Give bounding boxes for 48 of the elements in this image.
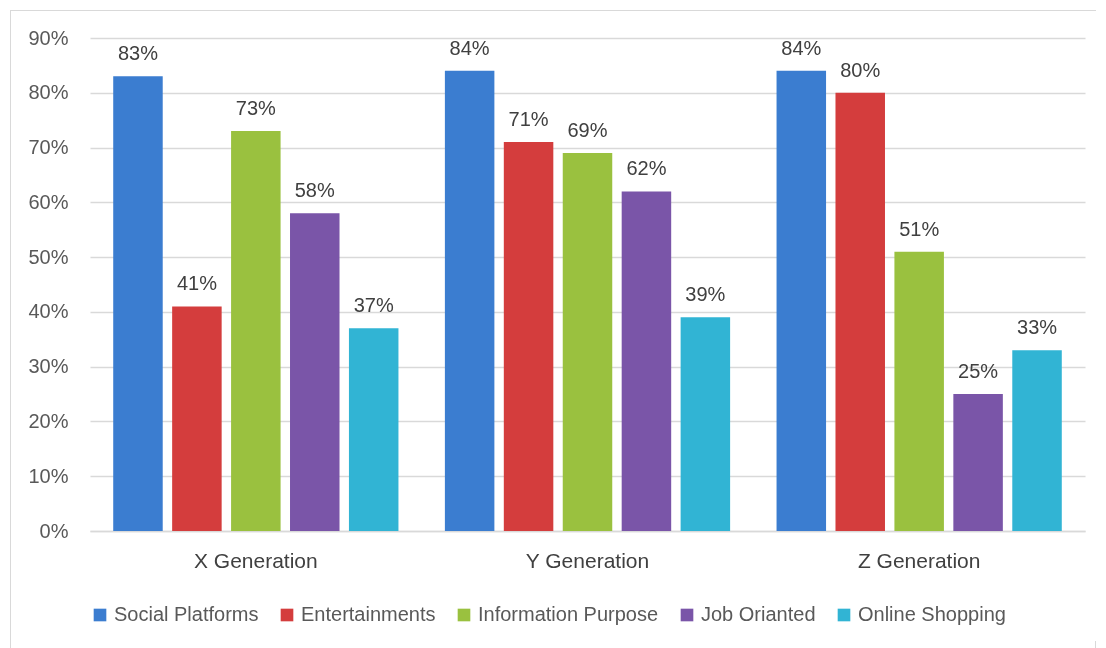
- bar: [444, 70, 495, 531]
- bar: [231, 131, 281, 531]
- data-label: 39%: [685, 283, 726, 306]
- y-tick-label: 0%: [39, 519, 69, 542]
- legend-label: Entertainments: [301, 603, 436, 625]
- bar: [113, 76, 163, 531]
- data-label: 58%: [294, 179, 335, 202]
- data-label: 37%: [353, 294, 394, 317]
- y-tick-label: 30%: [28, 355, 69, 378]
- bar: [621, 191, 672, 531]
- y-tick-label: 20%: [28, 409, 69, 432]
- legend-label: Social Platforms: [114, 603, 259, 625]
- bar: [503, 142, 554, 531]
- bar: [172, 306, 222, 531]
- y-tick-label: 90%: [28, 26, 69, 49]
- data-label: 69%: [567, 119, 608, 142]
- data-label: 83%: [117, 42, 159, 65]
- legend-label: Information Purpose: [478, 603, 659, 625]
- data-label: 51%: [899, 217, 940, 240]
- x-tick-label: Z Generation: [857, 548, 981, 572]
- y-tick-label: 60%: [28, 190, 69, 213]
- bar: [348, 328, 399, 531]
- x-tick-label: X Generation: [193, 548, 318, 572]
- y-tick-label: 10%: [28, 464, 69, 487]
- data-label: 84%: [781, 36, 822, 59]
- data-label: 71%: [508, 108, 549, 131]
- bar: [776, 70, 827, 531]
- y-tick-label: 80%: [28, 81, 69, 104]
- data-label: 33%: [1017, 316, 1058, 339]
- bar: [562, 153, 613, 531]
- data-label: 80%: [840, 58, 881, 81]
- y-tick-label: 50%: [28, 245, 69, 268]
- data-label: 73%: [235, 97, 277, 120]
- bar: [680, 317, 731, 531]
- bar: [953, 394, 1003, 531]
- bar: [290, 213, 340, 531]
- data-label: 84%: [449, 36, 490, 59]
- y-tick-label: 40%: [28, 300, 69, 323]
- data-label: 25%: [958, 360, 999, 383]
- bar: [894, 251, 944, 531]
- y-tick-label: 70%: [28, 136, 69, 159]
- legend-label: Job Orianted: [701, 603, 816, 625]
- data-label: 62%: [626, 157, 667, 180]
- legend-label: Online Shopping: [858, 603, 1006, 625]
- x-tick-label: Y Generation: [525, 548, 650, 572]
- data-label: 41%: [176, 272, 218, 295]
- bar: [1012, 350, 1062, 531]
- bar: [835, 92, 885, 531]
